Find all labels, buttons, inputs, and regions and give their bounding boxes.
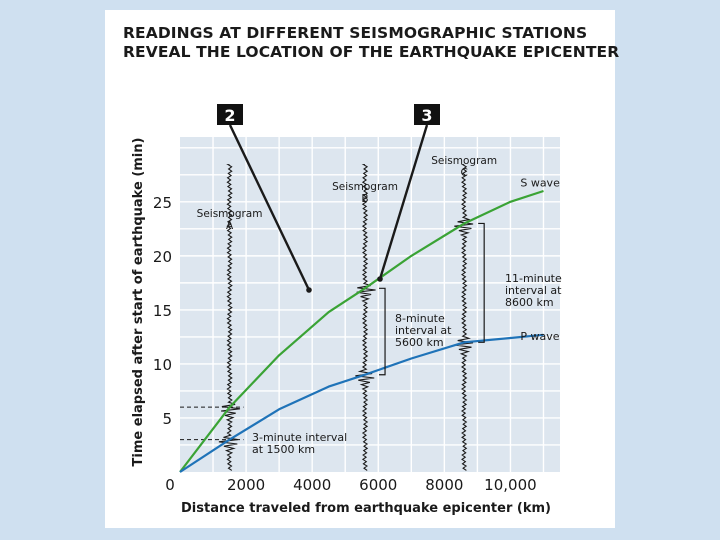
- step-badge-2: [217, 104, 243, 125]
- badge-3-pointer: [378, 124, 429, 280]
- badge-2-pointer: [228, 124, 311, 291]
- title-line-2: REVEAL THE LOCATION OF THE EARTHQUAKE EP…: [123, 43, 620, 61]
- interval-annotation-1: 3-minute interval: [252, 431, 347, 444]
- plot-background: [180, 137, 560, 472]
- interval-annotation-2: 5600 km: [395, 336, 444, 349]
- seismogram-waveform: [355, 164, 376, 471]
- seismogram-c-label: Seismogram: [431, 155, 497, 167]
- x-tick-label: 4000: [293, 476, 331, 494]
- seismogram-c-trace: [454, 164, 474, 471]
- interval-bracket-b: [379, 287, 386, 376]
- seismogram-a-label: Seismogram: [197, 208, 263, 220]
- interval-annotation-3: 8600 km: [505, 296, 554, 309]
- interval-annotation-3: interval at: [505, 284, 562, 297]
- y-axis-label: Time elapsed after start of earthquake (…: [131, 138, 146, 467]
- seismogram-a-trace: [218, 164, 241, 471]
- seismogram-c-label: C: [461, 167, 468, 179]
- seismogram-b-label: Seismogram: [332, 181, 398, 193]
- y-tick-label: 5: [162, 410, 172, 428]
- p-wave-label: P wave: [520, 330, 559, 343]
- step-badge-number: 3: [421, 106, 432, 125]
- x-tick-label: 6000: [359, 476, 397, 494]
- badge-2-dot: [306, 287, 312, 293]
- title-line-1: READINGS AT DIFFERENT SEISMOGRAPHIC STAT…: [123, 24, 588, 42]
- x-tick-label: 8000: [425, 476, 463, 494]
- p-wave-curve: [179, 333, 544, 473]
- seismogram-waveform: [454, 164, 474, 471]
- badge-3-dot: [377, 276, 383, 282]
- s-wave-curve: [179, 189, 544, 473]
- y-tick-label: 10: [153, 356, 172, 374]
- y-tick-label: 25: [153, 194, 172, 212]
- x-tick-label: 2000: [227, 476, 265, 494]
- step-badge-number: 2: [224, 106, 235, 125]
- x-axis-label: Distance traveled from earthquake epicen…: [181, 501, 551, 516]
- x-tick-label: 10,000: [484, 476, 537, 494]
- chart-title: READINGS AT DIFFERENT SEISMOGRAPHIC STAT…: [123, 24, 619, 62]
- seismogram-waveform: [218, 164, 241, 471]
- y-tick-label: 20: [153, 248, 172, 266]
- interval-annotation-3: 11-minute: [505, 272, 562, 285]
- interval-bracket-c: [478, 222, 485, 343]
- seismogram-b-trace: [355, 164, 376, 471]
- seismogram-a-label: A: [226, 220, 234, 232]
- step-badge-3: [414, 104, 440, 125]
- seismogram-b-label: B: [361, 193, 368, 205]
- interval-annotation-1: at 1500 km: [252, 443, 315, 456]
- s-wave-label: S wave: [520, 177, 560, 190]
- x-tick-label: 0: [165, 476, 175, 494]
- interval-annotation-2: interval at: [395, 324, 452, 337]
- y-tick-label: 15: [153, 302, 172, 320]
- interval-annotation-2: 8-minute: [395, 312, 445, 325]
